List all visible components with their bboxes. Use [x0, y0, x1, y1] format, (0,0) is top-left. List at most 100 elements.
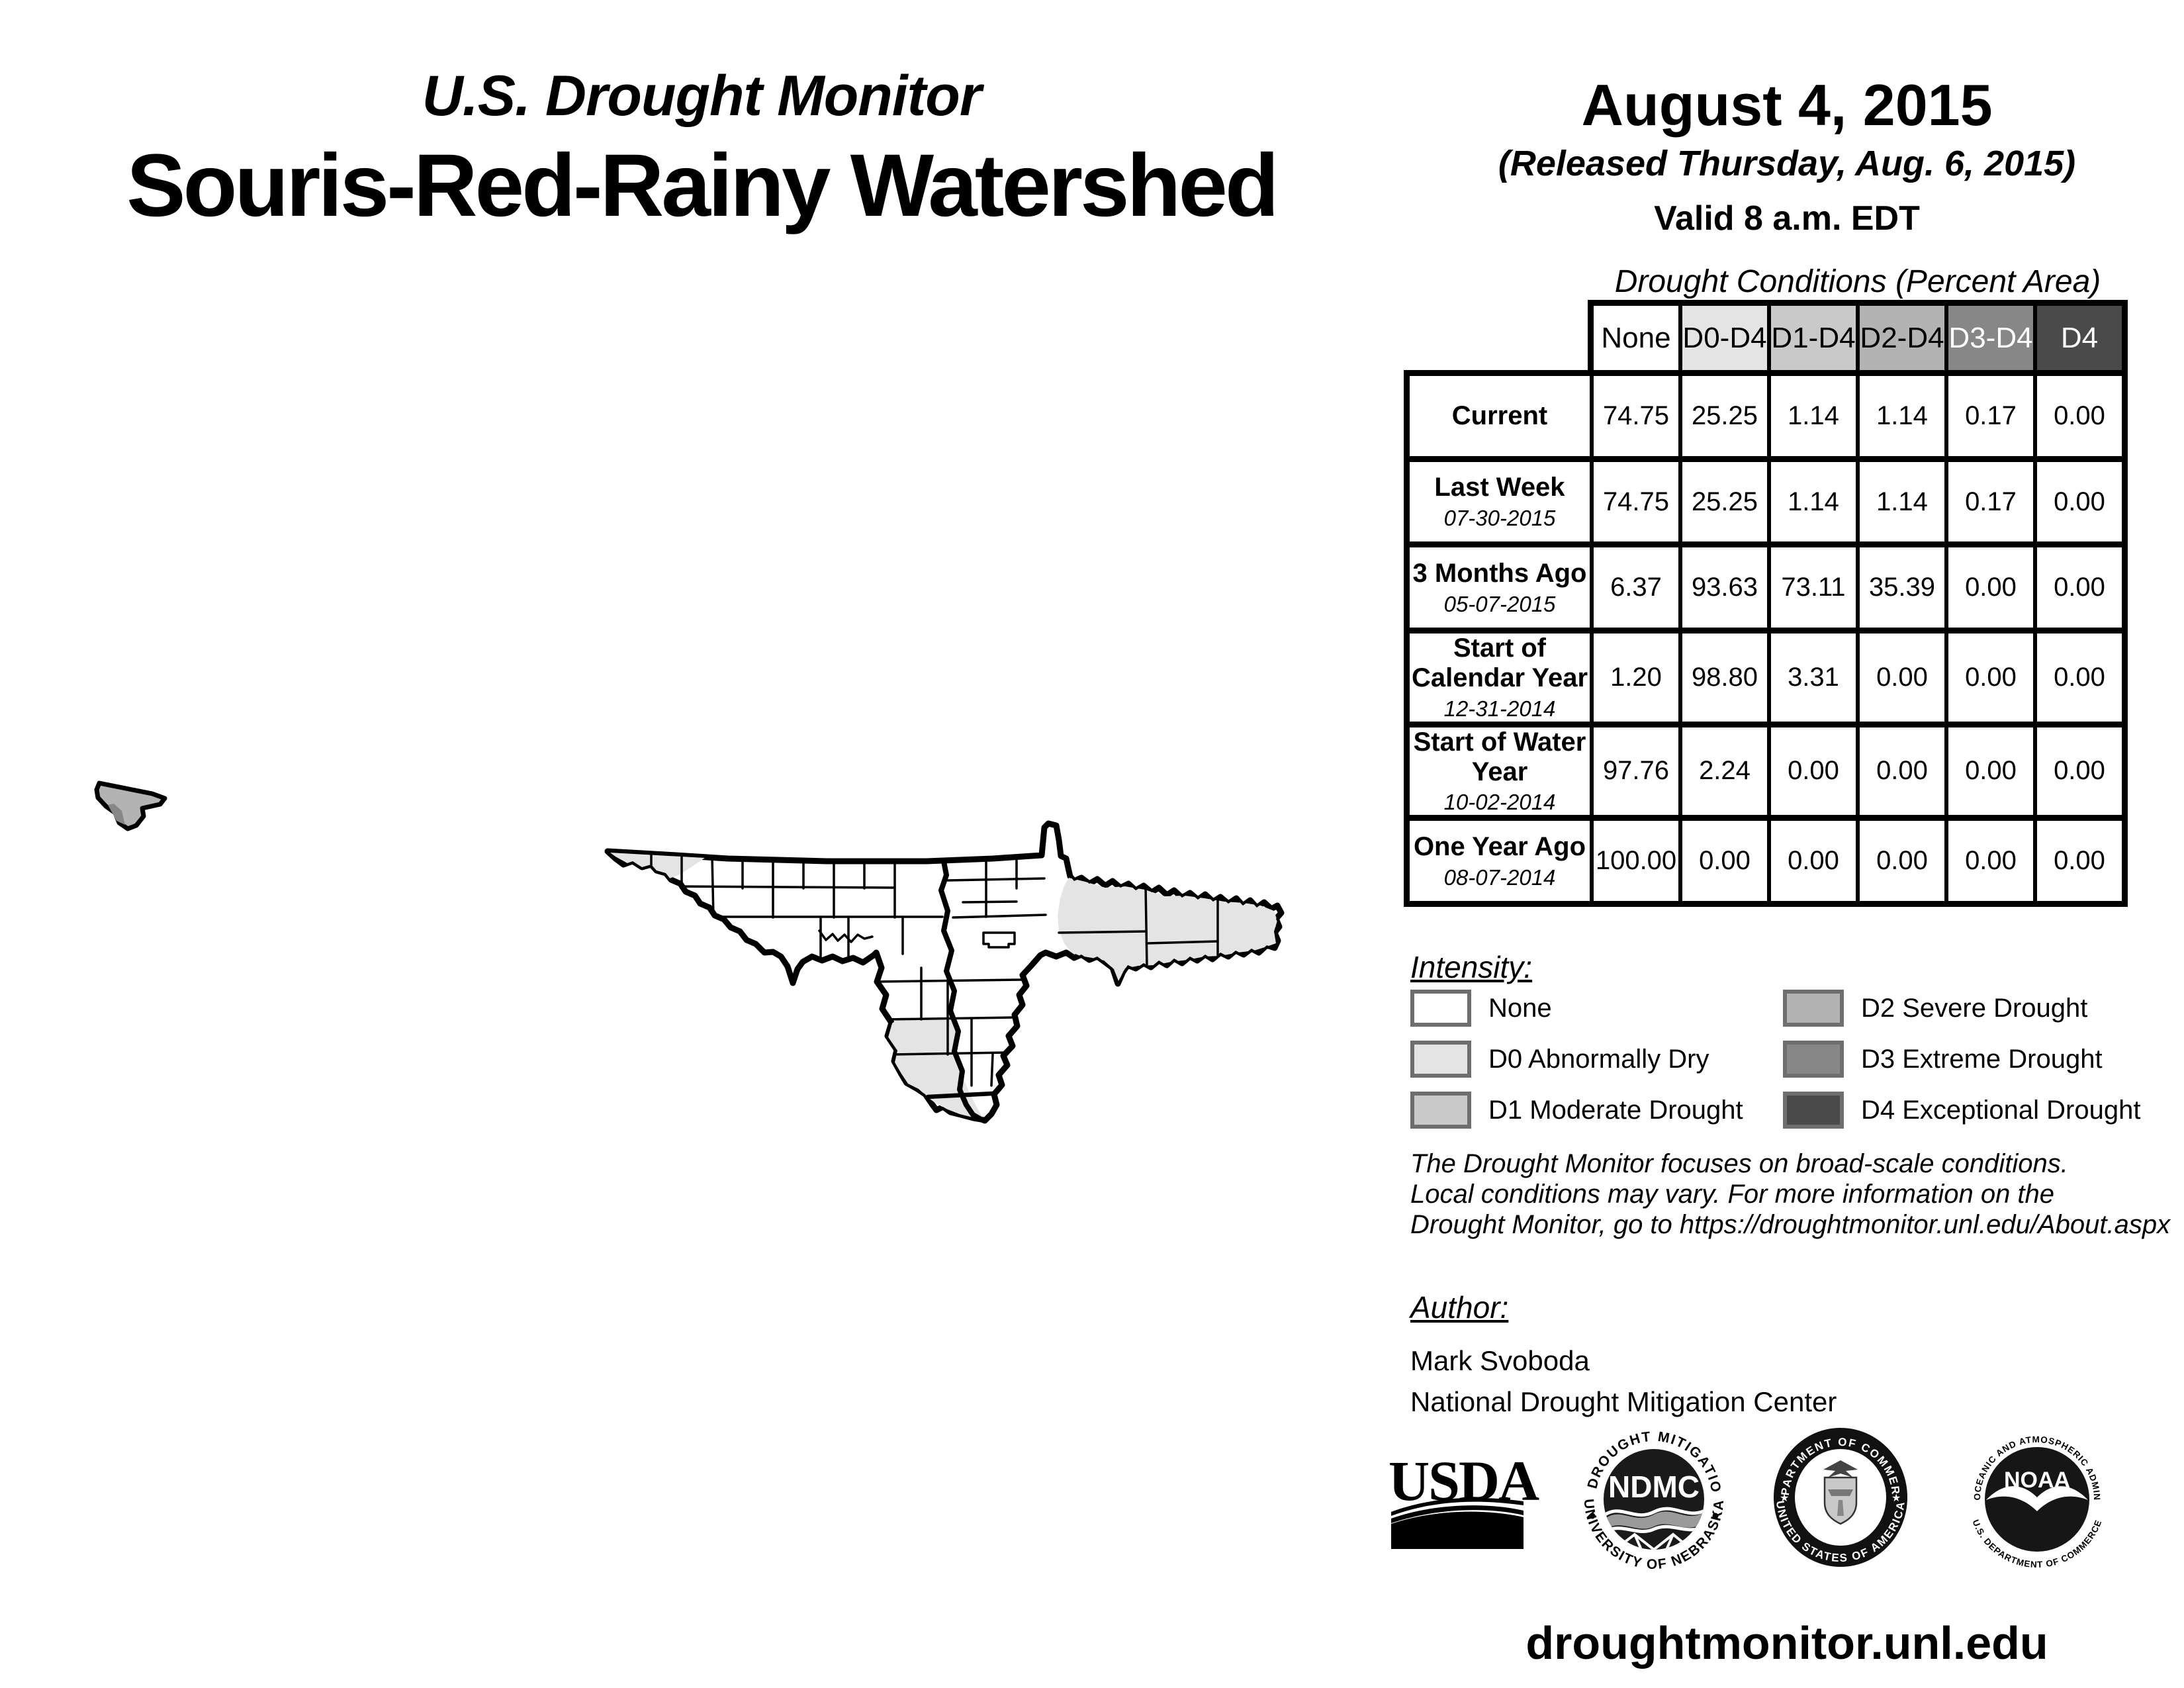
table-cell: 1.20	[1594, 633, 1678, 722]
county-enclave	[982, 931, 1016, 949]
column-header-d3d4: D3-D4	[1948, 306, 2033, 370]
valid-time: Valid 8 a.m. EDT	[1654, 199, 1920, 238]
column-header-d0d4: D0-D4	[1682, 306, 1767, 370]
doc-seal-logo: DEPARTMENT OF COMMERCE UNITED STATES OF …	[0, 0, 1907, 1567]
legend-label: D0 Abnormally Dry	[1488, 1045, 1709, 1074]
row-label-3-months-ago: 3 Months Ago 05-07-2015	[1410, 547, 1590, 628]
table-cell: 1.14	[1860, 376, 1944, 456]
author-org: National Drought Mitigation Center	[1410, 1386, 1837, 1417]
legend-swatch-d3	[1783, 1041, 1844, 1078]
noaa-seagull-icon	[1986, 1486, 2088, 1511]
table-header-row: None D0-D4 D1-D4 D2-D4 D3-D4 D4	[1588, 300, 2128, 370]
svg-text:NATIONAL DROUGHT MITIGATION CE: NATIONAL DROUGHT MITIGATION CENTER	[0, 0, 1723, 1495]
table-cell: 0.00	[2037, 461, 2122, 542]
report-date: August 4, 2015	[1581, 72, 1993, 138]
column-header-d4: D4	[2037, 306, 2122, 370]
usda-swoosh-stripe2-icon	[1391, 1497, 1524, 1516]
author-name: Mark Svoboda	[1410, 1345, 1590, 1376]
table-cell: 1.14	[1771, 461, 1856, 542]
table-cell: 25.25	[1682, 376, 1767, 456]
table-cell: 3.31	[1771, 633, 1856, 722]
ndmc-river-icon	[1604, 1511, 1704, 1529]
table-cell: 0.00	[2037, 633, 2122, 722]
svg-text:NATIONAL OCEANIC AND ATMOSPHER: NATIONAL OCEANIC AND ATMOSPHERIC ADMINIS…	[0, 0, 2101, 1501]
table-cell: 0.17	[1948, 461, 2033, 542]
watershed-map	[94, 780, 1285, 1124]
noaa-arc-top-text: NATIONAL OCEANIC AND ATMOSPHERIC ADMINIS…	[0, 0, 2101, 1501]
doc-lighthouse-icon	[1837, 1500, 1844, 1516]
table-cell: 74.75	[1594, 461, 1678, 542]
table-cell: 0.00	[1948, 547, 2033, 628]
table-cell: 73.11	[1771, 547, 1856, 628]
usda-swoosh-icon	[1391, 1511, 1524, 1549]
table-cell: 0.00	[1948, 633, 2033, 722]
legend-label: D1 Moderate Drought	[1488, 1096, 1743, 1125]
svg-text:DEPARTMENT OF COMMERCE: DEPARTMENT OF COMMERCE	[0, 0, 1902, 1496]
table-cell: 1.14	[1860, 461, 1944, 542]
row-label-current: Current	[1410, 376, 1590, 456]
table-cell: 0.00	[1771, 821, 1856, 901]
table-cell: 6.37	[1594, 547, 1678, 628]
table-cell: 25.25	[1682, 461, 1767, 542]
doc-star-right-icon: ★	[1891, 1493, 1901, 1504]
doc-arc-top-text: DEPARTMENT OF COMMERCE	[0, 0, 1902, 1496]
column-header-d2d4: D2-D4	[1860, 306, 1944, 370]
nd-sd-state-line	[925, 1090, 1007, 1100]
table-cell: 0.00	[1860, 727, 1944, 816]
table-cell: 0.00	[1771, 727, 1856, 816]
table-cell: 74.75	[1594, 376, 1678, 456]
row-label-last-week: Last Week 07-30-2015	[1410, 461, 1590, 542]
table-title: Drought Conditions (Percent Area)	[1614, 264, 2101, 299]
intensity-legend: None D2 Severe Drought D0 Abnormally Dry…	[1410, 990, 2165, 1143]
table-cell: 0.00	[1682, 821, 1767, 901]
legend-label: D2 Severe Drought	[1861, 994, 2088, 1023]
row-label-start-water-year: Start of Water Year 10-02-2014	[1410, 727, 1590, 816]
table-cell: 0.00	[2037, 376, 2122, 456]
usda-swoosh-stripe-icon	[1391, 1505, 1524, 1523]
legend-label: None	[1488, 994, 1552, 1023]
ndmc-river-outline-icon	[1604, 1507, 1704, 1534]
legend-swatch-d2	[1783, 990, 1844, 1027]
legend-label: D4 Exceptional Drought	[1861, 1096, 2141, 1125]
usda-logo: USDA	[1388, 1449, 1541, 1549]
ndmc-delta-icon	[1614, 1532, 1693, 1550]
table-cell: 97.76	[1594, 727, 1678, 816]
disclaimer: The Drought Monitor focuses on broad-sca…	[1410, 1149, 2184, 1240]
logos-row: USDA NDMC NATIONAL DROUGHT MITIGATION CE…	[0, 0, 2103, 1572]
table-cell: 100.00	[1594, 821, 1678, 901]
page-title: Souris-Red-Rainy Watershed	[126, 136, 1279, 235]
table-cell: 0.00	[1860, 821, 1944, 901]
disclaimer-line: Drought Monitor, go to https://droughtmo…	[1410, 1210, 2171, 1239]
map-west-fragment-d2	[94, 780, 167, 831]
column-header-d1d4: D1-D4	[1771, 306, 1856, 370]
table-cell: 0.00	[1948, 821, 2033, 901]
intensity-heading: Intensity:	[1410, 950, 1533, 984]
ndmc-arc-top-text: NATIONAL DROUGHT MITIGATION CENTER	[0, 0, 1723, 1495]
report-kicker: U.S. Drought Monitor	[422, 64, 982, 128]
legend-label: D3 Extreme Drought	[1861, 1045, 2103, 1074]
release-date: (Released Thursday, Aug. 6, 2015)	[1498, 144, 2076, 183]
legend-row: None D2 Severe Drought	[1410, 990, 2165, 1041]
column-header-none: None	[1594, 306, 1678, 370]
doc-eagle-icon	[1823, 1460, 1858, 1477]
legend-swatch-none	[1410, 990, 1471, 1027]
author-heading: Author:	[1410, 1290, 1509, 1325]
drought-conditions-table: Current 74.75 25.25 1.14 1.14 0.17 0.00 …	[1404, 370, 2128, 907]
table-cell: 93.63	[1682, 547, 1767, 628]
table-cell: 0.00	[2037, 727, 2122, 816]
table-cell: 0.00	[1948, 727, 2033, 816]
disclaimer-line: The Drought Monitor focuses on broad-sca…	[1410, 1149, 2068, 1178]
noaa-logo: NOAA NATIONAL OCEANIC AND ATMOSPHERIC AD…	[0, 0, 2103, 1570]
table-cell: 98.80	[1682, 633, 1767, 722]
legend-swatch-d4	[1783, 1092, 1844, 1129]
legend-swatch-d0	[1410, 1041, 1471, 1078]
legend-row: D0 Abnormally Dry D3 Extreme Drought	[1410, 1041, 2165, 1092]
footer-url: droughtmonitor.unl.edu	[1525, 1617, 2048, 1669]
noaa-wordmark: NOAA	[2004, 1468, 2070, 1493]
row-label-start-calendar-year: Start of Calendar Year 12-31-2014	[1410, 633, 1590, 722]
row-label-one-year-ago: One Year Ago 08-07-2014	[1410, 821, 1590, 901]
state-boundaries	[925, 855, 1007, 1121]
disclaimer-line: Local conditions may vary. For more info…	[1410, 1180, 2055, 1209]
